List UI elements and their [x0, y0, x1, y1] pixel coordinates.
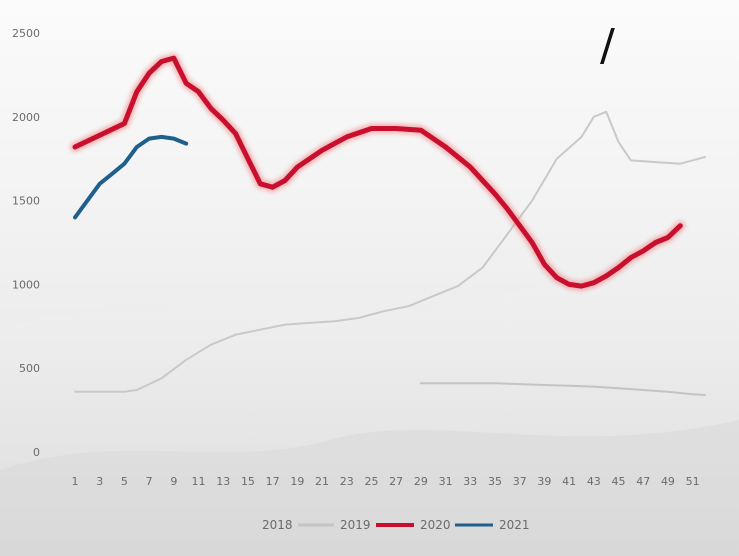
y-tick-label: 2500 — [12, 27, 40, 40]
x-axis: 1 3 5 7 9 11 13 15 17 19 21 23 25 27 29 31 33 35 37 39 41 43 4… — [72, 475, 700, 488]
x-tick-label: 33 — [463, 475, 477, 488]
x-tick-label: 5 — [121, 475, 128, 488]
series-line-2019 — [419, 382, 706, 396]
x-tick-label: 29 — [414, 475, 428, 488]
series-line-2020 — [72, 55, 683, 289]
x-tick-label: 43 — [587, 475, 601, 488]
legend-label-2018: 2018 — [262, 518, 293, 532]
x-tick-label: 1 — [72, 475, 79, 488]
x-tick-label: 47 — [636, 475, 650, 488]
x-tick-label: 7 — [146, 475, 153, 488]
x-tick-label: 21 — [315, 475, 329, 488]
y-tick-label: 1000 — [12, 278, 40, 291]
y-tick-label: 1500 — [12, 195, 40, 208]
series-line-2018 — [74, 110, 706, 393]
x-tick-label: 35 — [488, 475, 502, 488]
x-tick-label: 27 — [389, 475, 403, 488]
x-tick-label: 31 — [439, 475, 453, 488]
series-line-2021 — [73, 134, 189, 220]
x-tick-label: 41 — [562, 475, 576, 488]
x-tick-label: 15 — [241, 475, 255, 488]
corner-slash-mark: / — [600, 20, 615, 71]
y-tick-label: 500 — [19, 362, 40, 375]
x-tick-label: 17 — [266, 475, 280, 488]
x-tick-label: 9 — [170, 475, 177, 488]
x-tick-label: 37 — [513, 475, 527, 488]
y-tick-label: 2000 — [12, 111, 40, 124]
legend-label-2021: 2021 — [499, 518, 530, 532]
series-group — [70, 53, 706, 396]
y-tick-label: 0 — [33, 446, 40, 459]
background-mist — [0, 250, 739, 556]
x-tick-label: 45 — [612, 475, 626, 488]
legend: 2018 2019 2020 2021 — [262, 518, 530, 532]
x-tick-label: 25 — [364, 475, 378, 488]
x-tick-label: 51 — [686, 475, 700, 488]
y-axis: 0 500 1000 1500 2000 2500 — [12, 27, 40, 459]
legend-label-2020: 2020 — [420, 518, 451, 532]
x-tick-label: 39 — [537, 475, 551, 488]
x-tick-label: 49 — [661, 475, 675, 488]
x-tick-label: 23 — [340, 475, 354, 488]
x-tick-label: 3 — [96, 475, 103, 488]
x-tick-label: 13 — [216, 475, 230, 488]
legend-label-2019: 2019 — [340, 518, 371, 532]
x-tick-label: 11 — [192, 475, 206, 488]
x-tick-label: 19 — [290, 475, 304, 488]
series-2020-glow — [70, 53, 686, 292]
